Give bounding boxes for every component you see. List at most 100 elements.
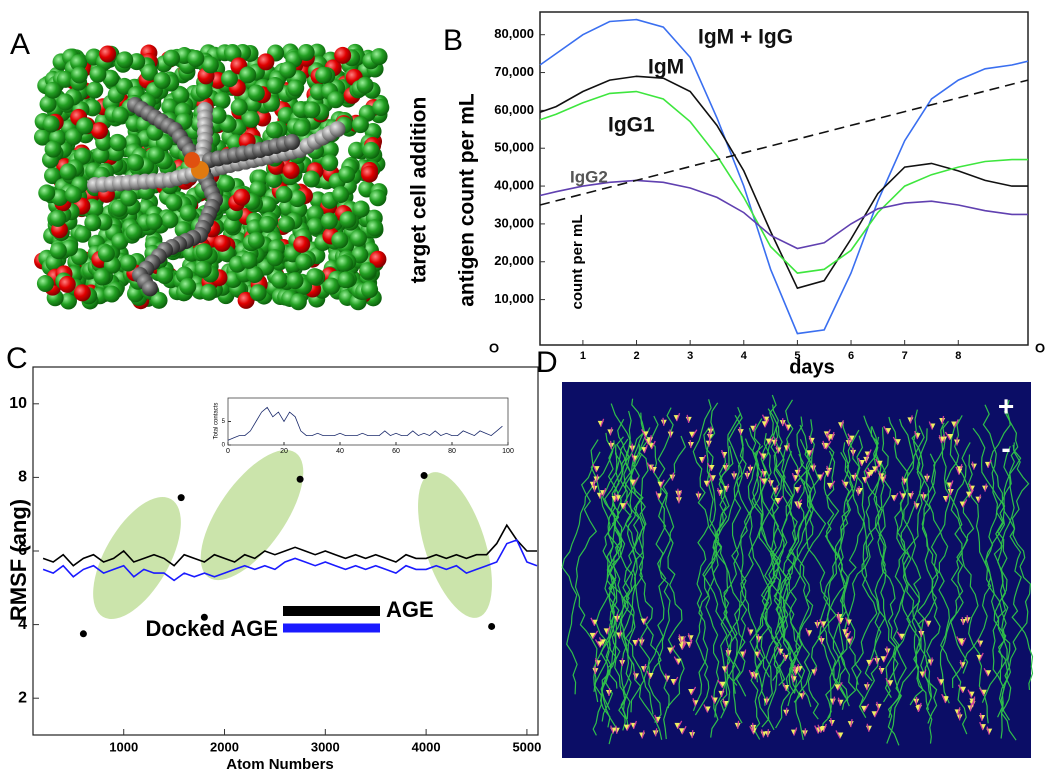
head-bond — [856, 487, 860, 496]
head-group — [688, 688, 695, 695]
head-group — [866, 659, 873, 666]
head-bond — [944, 431, 951, 441]
head-bond — [626, 722, 632, 731]
head-group — [965, 491, 972, 498]
atom-sphere — [111, 106, 129, 124]
lipid-chain — [605, 412, 645, 689]
head-group — [619, 503, 626, 510]
head-bond — [609, 440, 612, 449]
atom-sphere — [240, 251, 258, 269]
head-bond — [979, 721, 984, 731]
atom-sphere — [286, 272, 304, 290]
head-bond — [850, 718, 853, 728]
head-bond — [805, 627, 810, 637]
x-tick-label: 4 — [741, 350, 748, 362]
highlight-ellipse — [93, 496, 181, 620]
head-bond — [708, 472, 714, 482]
head-bond — [979, 687, 985, 697]
head-bond — [662, 417, 665, 426]
y-tick-label: 0 — [222, 443, 226, 449]
head-group — [959, 501, 966, 508]
head-bond — [930, 657, 933, 666]
atom-sphere — [361, 165, 379, 183]
head-bond — [758, 451, 765, 460]
atom-sphere — [103, 285, 121, 303]
head-bond — [832, 696, 836, 705]
head-group — [826, 482, 833, 489]
atom-sphere — [257, 53, 275, 71]
lipid-chain — [764, 404, 785, 703]
plot-frame — [539, 11, 1029, 346]
y-tick-label: 50,000 — [494, 140, 534, 155]
lipid-chain — [561, 451, 601, 695]
atom-sphere — [321, 154, 339, 172]
legend-label: AGE — [386, 597, 434, 622]
head-bond — [606, 626, 611, 635]
atom-sphere — [150, 291, 168, 309]
head-bond — [796, 467, 801, 476]
head-bond — [791, 674, 795, 683]
head-bond — [956, 707, 961, 716]
x-tick-label: 4000 — [412, 739, 441, 754]
head-bond — [688, 639, 693, 649]
atom-sphere — [249, 284, 267, 302]
atom-sphere — [51, 189, 69, 207]
atom-sphere — [218, 175, 236, 193]
head-group — [887, 680, 894, 687]
head-bond — [676, 412, 681, 422]
atom-sphere — [327, 91, 345, 109]
marker-dot — [177, 494, 185, 502]
head-bond — [686, 414, 690, 423]
head-bond — [961, 637, 967, 647]
series-label: IgM — [648, 56, 684, 79]
head-bond — [791, 472, 796, 482]
head-group — [885, 428, 892, 435]
atom-sphere — [334, 46, 352, 64]
head-bond — [961, 616, 964, 626]
atom-sphere — [74, 225, 92, 243]
atom-sphere — [275, 186, 293, 204]
head-group — [761, 421, 768, 428]
head-bond — [774, 485, 778, 494]
atom-sphere — [179, 277, 197, 295]
head-bond — [796, 484, 802, 494]
head-bond — [840, 420, 845, 429]
head-bond — [866, 723, 870, 732]
head-bond — [920, 628, 923, 638]
series-line — [539, 90, 1028, 274]
head-bond — [720, 688, 725, 698]
atom-sphere — [366, 219, 384, 237]
head-bond — [804, 728, 807, 737]
atom-sphere — [161, 98, 179, 116]
head-bond — [634, 637, 640, 647]
atom-sphere — [315, 66, 333, 84]
head-bond — [687, 633, 692, 642]
atom-sphere — [237, 291, 255, 309]
head-group — [670, 679, 677, 686]
atom-sphere — [59, 163, 77, 181]
atom-sphere — [287, 79, 305, 97]
head-bond — [817, 724, 822, 733]
x-tick-label: 7 — [902, 350, 908, 362]
lipid-chain — [735, 427, 757, 697]
atom-sphere — [145, 213, 163, 231]
head-bond — [710, 695, 716, 704]
atom-sphere — [306, 268, 324, 286]
head-bond — [835, 730, 841, 739]
head-bond — [841, 479, 847, 488]
head-bond — [760, 729, 765, 738]
head-bond — [857, 457, 863, 467]
x-tick-label: 2 — [633, 350, 639, 362]
atom-sphere — [352, 200, 370, 218]
atom-sphere — [369, 189, 387, 207]
atom-sphere — [349, 229, 367, 247]
atom-sphere — [91, 122, 109, 140]
head-group — [951, 421, 958, 428]
atom-sphere — [59, 292, 77, 310]
head-bond — [721, 449, 725, 459]
head-bond — [886, 646, 889, 655]
x-tick-label: 100 — [502, 448, 514, 455]
y-tick-label: 6 — [18, 542, 27, 559]
atom-sphere — [195, 82, 213, 100]
